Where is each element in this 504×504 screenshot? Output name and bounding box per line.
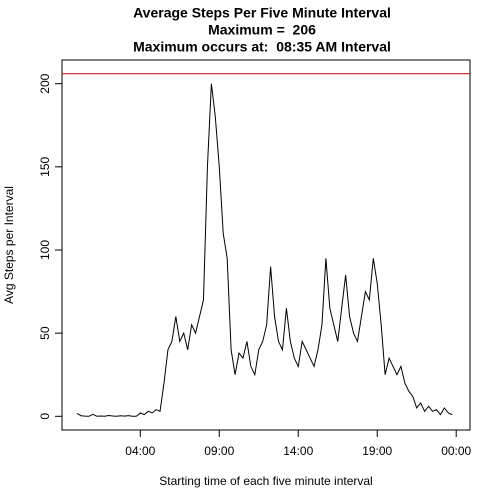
y-tick-label: 150 — [38, 157, 52, 177]
chart-title: Average Steps Per Five Minute Interval — [133, 5, 391, 21]
y-tick-label: 100 — [38, 240, 52, 260]
x-tick-label: 00:00 — [441, 444, 471, 458]
y-tick-label: 0 — [38, 413, 52, 420]
x-tick-label: 04:00 — [125, 444, 155, 458]
x-axis-label: Starting time of each five minute interv… — [159, 474, 372, 488]
plot-box — [61, 59, 471, 431]
x-tick-label: 14:00 — [283, 444, 313, 458]
y-axis-label: Avg Steps per Interval — [2, 186, 16, 304]
chart-subtitle: Maximum = 206 — [208, 22, 316, 38]
x-tick-label: 09:00 — [204, 444, 234, 458]
x-tick-label: 19:00 — [362, 444, 392, 458]
y-tick-label: 50 — [38, 326, 52, 340]
line-series — [76, 83, 453, 417]
chart-subtitle: Maximum occurs at: 08:35 AM Interval — [133, 39, 391, 55]
y-tick-label: 200 — [38, 73, 52, 93]
